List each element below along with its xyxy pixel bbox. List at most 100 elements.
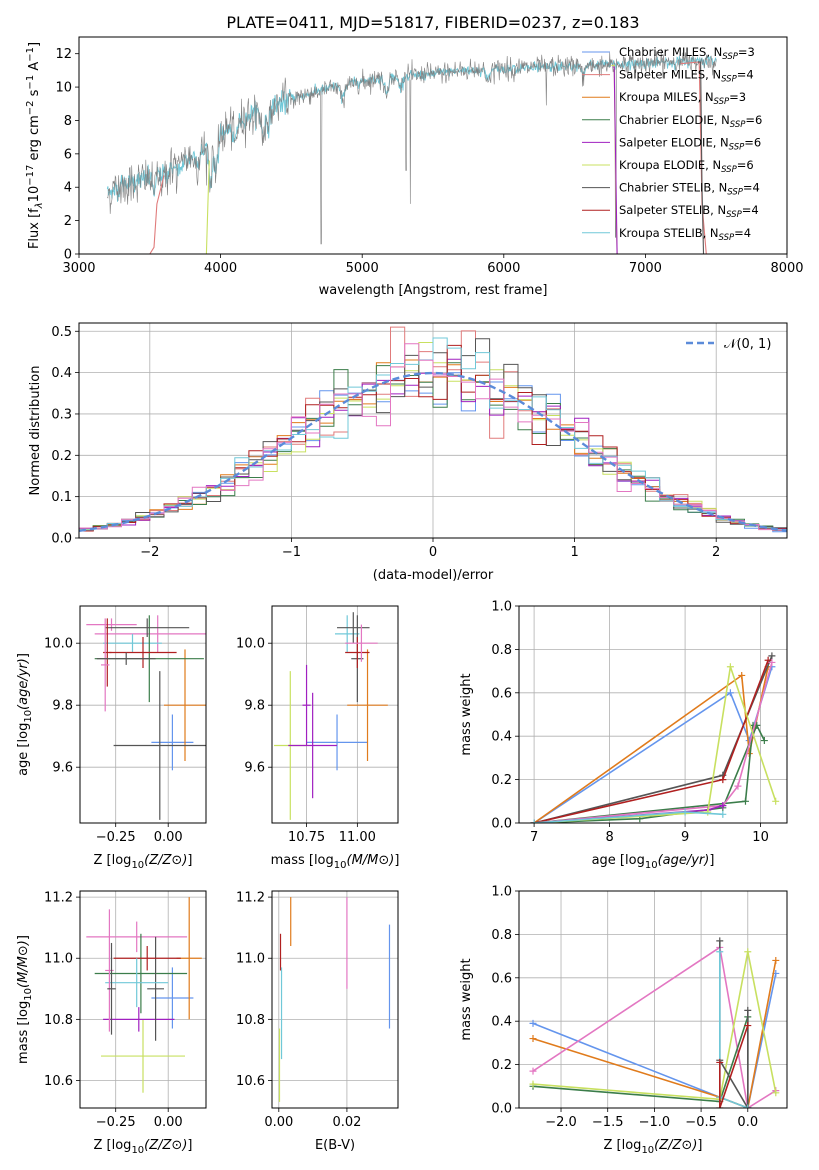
weight-marker: [772, 956, 780, 964]
weight-marker: [764, 656, 772, 664]
legend-entry: Salpeter MILES, NSSP=4: [619, 68, 754, 85]
legend-name: Chabrier STELIB, N: [619, 181, 727, 195]
legend-entry: 𝒩(0, 1): [724, 337, 771, 352]
label-part: erg cm: [27, 115, 42, 164]
legend-entry: Chabrier STELIB, NSSP=4: [619, 181, 760, 198]
label-part: ]: [394, 853, 399, 868]
x-tick-label: −0.25: [96, 830, 136, 845]
label-subscript: 10: [334, 860, 347, 871]
label-part: (Z/Z⊙): [144, 1138, 187, 1153]
residual-histogram-panel: −2 −1 0 1 2 0.0 0.1 0.2 0.3 0.4 0.5 𝒩(0, 1) (data-mo…: [28, 322, 788, 583]
x-tick-label: 7000: [629, 261, 662, 276]
label-part: (age/yr): [16, 658, 31, 710]
legend-name: Kroupa ELODIE, N: [619, 158, 721, 172]
legend-suffix: =6: [745, 113, 762, 127]
plot-area: [530, 652, 780, 823]
label-part: (M/M⊙): [347, 853, 395, 868]
y-tick-label: 10.6: [236, 1074, 265, 1089]
y-tick-label: 0.4: [491, 1015, 512, 1030]
weight-marker: [760, 737, 768, 745]
weight-marker: [744, 1104, 752, 1108]
plot-area: [79, 326, 787, 538]
weight-marker: [741, 797, 749, 805]
y-tick-label: 0.6: [491, 686, 512, 701]
y-axis-label: age [log10(age/yr)]: [16, 653, 34, 776]
normal-curve: [79, 371, 787, 532]
model-edge-line: [205, 160, 210, 254]
label-part: Z [log: [94, 1138, 132, 1153]
legend-suffix: =6: [737, 158, 754, 172]
x-tick-label: 7: [530, 830, 538, 845]
y-tick-label: 9.6: [244, 761, 265, 776]
model-edge-line: [612, 66, 618, 254]
x-tick-label: 10.75: [288, 830, 325, 845]
label-part: (Z/Z⊙): [144, 853, 187, 868]
weight-marker: [530, 819, 538, 823]
y-tick-label: 10.0: [236, 637, 265, 652]
weight-marker: [744, 948, 752, 956]
legend-name: Chabrier MILES, N: [619, 45, 722, 59]
weight-marker: [768, 658, 776, 666]
y-tick-label: 0.5: [51, 325, 72, 340]
y-tick-label: 0.2: [491, 1058, 512, 1073]
y-tick-label: 10.0: [44, 637, 73, 652]
y-tick-label: 2: [64, 214, 72, 229]
y-tick-label: 12: [55, 47, 72, 62]
y-tick-label: 10.6: [44, 1074, 73, 1089]
label-part: age [log: [592, 853, 645, 868]
y-tick-label: 9.8: [52, 699, 73, 714]
y-tick-label: 0.1: [51, 490, 72, 505]
label-part: ]: [187, 1138, 192, 1153]
y-tick-label: 0.3: [51, 407, 72, 422]
axes-frame: [271, 890, 399, 1109]
model-edge-line: [697, 61, 705, 254]
weight-marker: [529, 1080, 537, 1088]
weight-series-line: [532, 951, 777, 1101]
spectrum-panel: PLATE=0411, MJD=51817, FIBERID=0237, z=0…: [25, 13, 804, 298]
legend-name: Kroupa STELIB, N: [619, 226, 719, 240]
weight-marker: [768, 652, 776, 660]
y-tick-label: 1.0: [491, 885, 512, 900]
y-axis-label: mass [log10(M/M⊙)]: [16, 935, 34, 1064]
x-tick-label: −1.5: [592, 1115, 624, 1130]
x-tick-label: 0.02: [332, 1115, 361, 1130]
legend-subscript: SSP: [721, 165, 737, 175]
x-tick-label: 8000: [770, 261, 803, 276]
label-part: ]: [27, 42, 42, 47]
weight-marker: [744, 1006, 752, 1014]
label-part: ]: [709, 853, 714, 868]
weight-marker: [529, 1019, 537, 1027]
axes-frame: [518, 605, 788, 824]
label-part: λ: [34, 202, 45, 209]
y-tick-label: 0.0: [491, 817, 512, 832]
x-tick-label: 1: [570, 545, 578, 560]
y-tick-label: 0.6: [491, 971, 512, 986]
label-part: (Z/Z⊙): [654, 1138, 697, 1153]
weight-marker: [738, 671, 746, 679]
legend-suffix: =6: [744, 135, 761, 149]
weight-marker: [719, 810, 727, 818]
label-subscript: 10: [131, 860, 144, 871]
x-axis-label: Z [log10(Z/Z⊙)]: [94, 853, 193, 871]
histogram-step: [79, 343, 787, 538]
legend-subscript: SSP: [722, 52, 738, 62]
x-axis-label: (data-model)/error: [373, 568, 494, 583]
x-tick-label: 11.00: [339, 830, 376, 845]
age-vs-metallicity-panel: −0.25 0.009.69.810.0Z [log10(Z/Z⊙)]age [l…: [16, 605, 207, 871]
y-tick-label: 0.2: [491, 773, 512, 788]
axes-frame: [79, 605, 207, 824]
y-tick-label: 10.8: [236, 1013, 265, 1028]
legend-subscript: SSP: [730, 120, 746, 130]
legend-suffix: =4: [743, 181, 760, 195]
weight-series-line: [718, 1025, 749, 1108]
label-subscript: 10: [23, 710, 34, 723]
label-part: ]: [16, 935, 31, 940]
x-tick-label: −1.0: [639, 1115, 671, 1130]
chart-title: PLATE=0411, MJD=51817, FIBERID=0237, z=0…: [226, 13, 639, 32]
label-part: mass [log: [16, 1001, 31, 1064]
legend-subscript: SSP: [714, 97, 730, 107]
y-tick-label: 11.0: [44, 952, 73, 967]
x-tick-label: 0.00: [154, 1115, 183, 1130]
label-part: (age/yr): [658, 853, 710, 868]
model-edge-line: [149, 175, 165, 254]
